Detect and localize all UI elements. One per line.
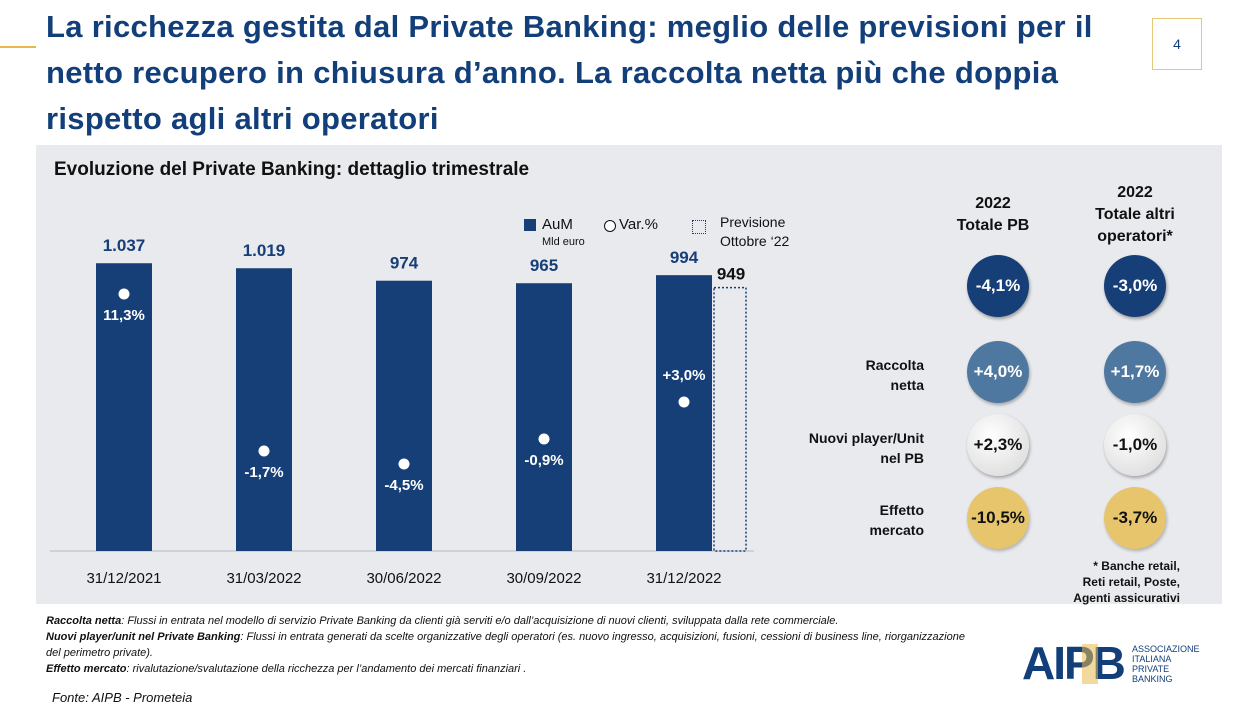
- bar-aum: [96, 263, 152, 551]
- legend-var-marker: [604, 220, 616, 232]
- var-marker: [398, 458, 410, 470]
- var-label: -0,9%: [524, 452, 563, 469]
- legend-forecast-swatch: [692, 220, 706, 234]
- bar-value-label: 974: [390, 254, 419, 273]
- footnote-effetto-term: Effetto mercato: [46, 663, 127, 675]
- effetto-mercato-pb-value: -10,5%: [967, 487, 1029, 549]
- title-accent-line: [0, 46, 36, 48]
- chart-title: Evoluzione del Private Banking: dettagli…: [54, 159, 530, 180]
- legend-forecast-line1: Previsione: [720, 214, 786, 230]
- row-label-raccolta: Raccolta netta: [780, 355, 924, 395]
- row-label-raccolta-line2: netta: [890, 377, 924, 393]
- var-label: -4,5%: [384, 477, 423, 494]
- others-footnote-line1: * Banche retail,: [1093, 559, 1180, 573]
- var-marker: [538, 433, 550, 445]
- legend-aum-swatch: [524, 219, 536, 231]
- column-header-others-year: 2022: [1117, 184, 1153, 201]
- raccolta-pb-value: +4,0%: [967, 341, 1029, 403]
- bar-value-label: 1.019: [243, 241, 286, 260]
- row-label-effetto-mercato-line2: mercato: [869, 522, 924, 538]
- bar-value-label: 1.037: [103, 236, 146, 255]
- logo-mark: AIPB: [1022, 637, 1126, 689]
- footnote-nuovi: Nuovi player/unit nel Private Banking: F…: [46, 629, 976, 661]
- bar-forecast: [713, 286, 747, 552]
- row-label-nuovi-player: Nuovi player/Unit nel PB: [780, 428, 924, 468]
- legend-var-label: Var.%: [619, 216, 658, 233]
- column-header-pb: 2022 Totale PB: [940, 193, 1046, 237]
- total-others-value: -3,0%: [1104, 255, 1166, 317]
- var-marker: [258, 445, 270, 457]
- row-label-effetto-mercato: Effetto mercato: [780, 500, 924, 540]
- logo-line1: ASSOCIAZIONE: [1132, 644, 1200, 654]
- footnote-nuovi-term: Nuovi player/unit nel Private Banking: [46, 631, 241, 643]
- x-tick-label: 31/12/2021: [86, 570, 161, 587]
- var-marker: [678, 396, 690, 408]
- nuovi-player-others-value: -1,0%: [1104, 414, 1166, 476]
- x-tick-label: 30/09/2022: [506, 570, 581, 587]
- logo-line3: PRIVATE: [1132, 664, 1170, 674]
- var-label: +3,0%: [663, 367, 706, 384]
- legend-forecast-line2: Ottobre ‘22: [720, 233, 790, 249]
- forecast-value-label: 949: [717, 265, 745, 284]
- column-header-pb-label: Totale PB: [956, 217, 1030, 234]
- others-footnote: * Banche retail, Reti retail, Poste, Age…: [1040, 558, 1180, 606]
- x-tick-label: 31/12/2022: [646, 570, 721, 587]
- bar-value-label: 965: [530, 256, 558, 275]
- legend-aum-label: AuM: [542, 216, 573, 233]
- raccolta-others-value: +1,7%: [1104, 341, 1166, 403]
- others-footnote-line3: Agenti assicurativi: [1073, 591, 1180, 605]
- row-label-nuovi-player-line1: Nuovi player/Unit: [808, 430, 924, 446]
- logo-mark-text: AIPB: [1022, 637, 1126, 689]
- page-title: La ricchezza gestita dal Private Banking…: [46, 9, 1093, 136]
- logo-line4: BANKING: [1132, 674, 1173, 684]
- column-header-others-label-2: operatori*: [1097, 228, 1173, 245]
- effetto-mercato-others-value: -3,7%: [1104, 487, 1166, 549]
- bar-chart: 1.037 31/12/2021 11,3% 1.019 31/03/2022 -1,7%…: [50, 236, 754, 587]
- footnotes: Raccolta netta: Flussi in entrata nel mo…: [46, 613, 976, 677]
- others-footnote-line2: Reti retail, Poste,: [1082, 575, 1180, 589]
- var-label: -1,7%: [244, 464, 283, 481]
- var-marker: [118, 288, 130, 300]
- total-pb-value: -4,1%: [967, 255, 1029, 317]
- aipb-logo: AIPB ASSOCIAZIONE ITALIANA PRIVATE BANKI…: [1022, 638, 1222, 688]
- logo-line2: ITALIANA: [1132, 654, 1172, 664]
- row-label-nuovi-player-line2: nel PB: [880, 450, 924, 466]
- nuovi-player-pb-value: +2,3%: [967, 414, 1029, 476]
- footnote-effetto: Effetto mercato: rivalutazione/svalutazi…: [46, 661, 976, 677]
- x-tick-label: 30/06/2022: [366, 570, 441, 587]
- footnote-raccolta-text: : Flussi in entrata nel modello di servi…: [121, 615, 839, 627]
- bar-value-label: 994: [670, 248, 699, 267]
- bar-aum: [376, 280, 432, 551]
- source-note: Fonte: AIPB - Prometeia: [52, 690, 193, 705]
- bar-aum: [236, 268, 292, 551]
- footnote-effetto-text: : rivalutazione/svalutazione della ricch…: [126, 663, 527, 675]
- page-number: 4: [1152, 18, 1202, 70]
- var-label: 11,3%: [103, 307, 145, 324]
- footnote-raccolta-term: Raccolta netta: [46, 615, 122, 627]
- legend: AuM Mld euro Var.% Previsione Ottobre ‘2…: [524, 214, 814, 254]
- row-label-effetto-mercato-line1: Effetto: [879, 502, 924, 518]
- footnote-raccolta: Raccolta netta: Flussi in entrata nel mo…: [46, 613, 976, 629]
- column-header-pb-year: 2022: [975, 195, 1011, 212]
- footnote-nuovi-text: : Flussi in entrata generati da scelte o…: [46, 631, 965, 659]
- bar-aum: [516, 283, 572, 551]
- legend-aum-unit: Mld euro: [542, 236, 585, 248]
- x-tick-label: 31/03/2022: [226, 570, 301, 587]
- row-label-raccolta-line1: Raccolta: [865, 357, 924, 373]
- column-header-others-label: Totale altri: [1095, 206, 1175, 223]
- logo-accent: [1082, 644, 1098, 684]
- bar-aum: [656, 275, 712, 551]
- logo-wordmark: ASSOCIAZIONE ITALIANA PRIVATE BANKING: [1132, 644, 1200, 684]
- column-header-others: 2022 Totale altri operatori*: [1075, 182, 1195, 248]
